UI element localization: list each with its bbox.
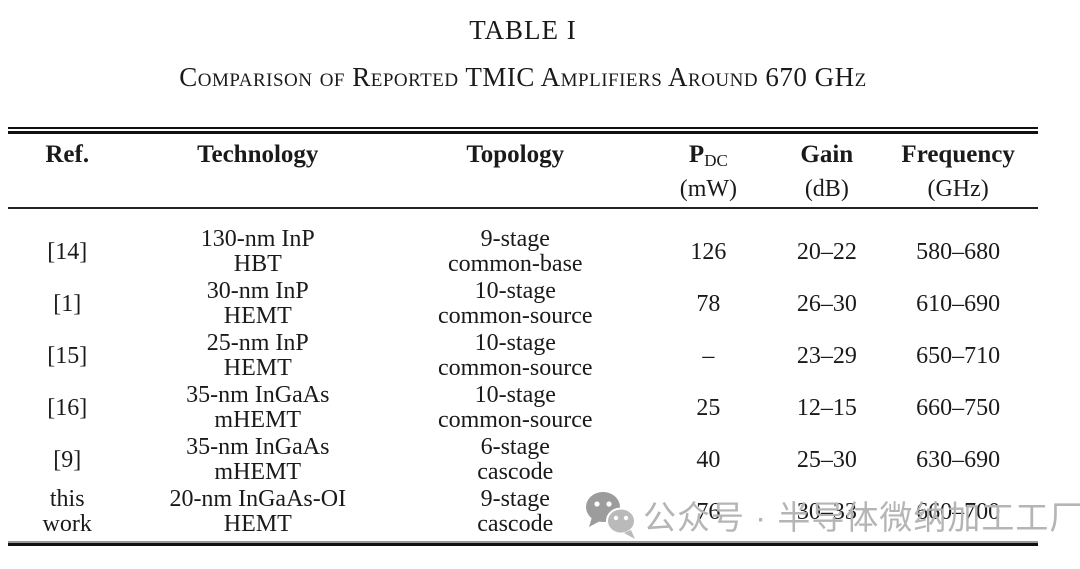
table-row: [1] 30-nm InP HEMT 10-stage common-sourc…	[8, 278, 1038, 330]
cell-ref: [1]	[53, 290, 82, 317]
cell-topology: 9-stage common-base	[447, 226, 583, 277]
cell-pdc: –	[702, 342, 715, 369]
cell-technology: 35-nm InGaAs mHEMT	[186, 382, 330, 433]
cell-topology: 10-stage common-source	[437, 330, 593, 381]
cell-frequency: 580–680	[916, 238, 1001, 265]
cell-pdc: 25	[696, 394, 721, 421]
wechat-icon	[586, 492, 636, 539]
comparison-table: Ref. Technology Topology PDC (mW) Gain (…	[8, 127, 1038, 546]
watermark: 公众号 · 半导体微纳加工工厂	[583, 489, 1080, 541]
cell-frequency: 660–750	[916, 394, 1001, 421]
cell-ref: [16]	[47, 394, 88, 421]
cell-technology: 20-nm InGaAs-OI HEMT	[169, 486, 347, 537]
table-bottom-rule	[8, 541, 1038, 543]
table-row: [14] 130-nm InP HBT 9-stage common-base …	[8, 226, 1038, 278]
cell-technology: 130-nm InP HBT	[200, 226, 315, 277]
table-top-rule	[8, 127, 1038, 129]
cell-gain: 23–29	[796, 342, 857, 369]
cell-ref: [9]	[53, 446, 82, 473]
header-gain: Gain (dB)	[800, 141, 854, 202]
cell-frequency: 630–690	[916, 446, 1001, 473]
table-body: [14] 130-nm InP HBT 9-stage common-base …	[8, 209, 1038, 541]
cell-pdc: 78	[696, 290, 721, 317]
table-title: TABLE I	[469, 15, 577, 45]
cell-technology: 35-nm InGaAs mHEMT	[186, 434, 330, 485]
paper-page: TABLE I Comparison of Reported TMIC Ampl…	[0, 15, 1080, 569]
cell-gain: 25–30	[796, 446, 857, 473]
table-row: [16] 35-nm InGaAs mHEMT 10-stage common-…	[8, 382, 1038, 434]
table-header-row: Ref. Technology Topology PDC (mW) Gain (…	[8, 134, 1038, 207]
cell-gain: 12–15	[796, 394, 857, 421]
table-header-rule	[8, 207, 1038, 209]
cell-ref: this work	[42, 486, 92, 537]
watermark-text: 公众号 · 半导体微纳加工工厂	[643, 499, 1080, 536]
cell-ref: [14]	[47, 238, 88, 265]
cell-topology: 10-stage common-source	[437, 382, 593, 433]
header-technology: Technology	[197, 141, 319, 168]
cell-gain: 20–22	[796, 238, 857, 265]
table-row: [9] 35-nm InGaAs mHEMT 6-stage cascode 4…	[8, 434, 1038, 486]
cell-topology: 9-stage cascode	[477, 486, 554, 537]
header-topology: Topology	[466, 141, 565, 168]
cell-frequency: 650–710	[916, 342, 1001, 369]
header-pdc: PDC (mW)	[679, 141, 738, 202]
table-row: this work 20-nm InGaAs-OI HEMT 9-stage c…	[8, 486, 1038, 538]
table-caption: Comparison of Reported TMIC Amplifiers A…	[179, 62, 867, 92]
cell-gain: 26–30	[796, 290, 857, 317]
cell-technology: 25-nm InP HEMT	[206, 330, 309, 381]
cell-ref: [15]	[47, 342, 88, 369]
cell-topology: 10-stage common-source	[437, 278, 593, 329]
cell-pdc: 40	[696, 446, 721, 473]
cell-frequency: 610–690	[916, 290, 1001, 317]
header-frequency: Frequency (GHz)	[901, 141, 1015, 202]
header-ref: Ref.	[45, 141, 90, 168]
cell-technology: 30-nm InP HEMT	[206, 278, 309, 329]
table-row: [15] 25-nm InP HEMT 10-stage common-sour…	[8, 330, 1038, 382]
cell-pdc: 76	[696, 498, 721, 525]
cell-frequency: 660–700	[916, 498, 1001, 525]
cell-topology: 6-stage cascode	[477, 434, 554, 485]
cell-gain: 30–33	[796, 498, 857, 525]
cell-pdc: 126	[690, 238, 727, 265]
